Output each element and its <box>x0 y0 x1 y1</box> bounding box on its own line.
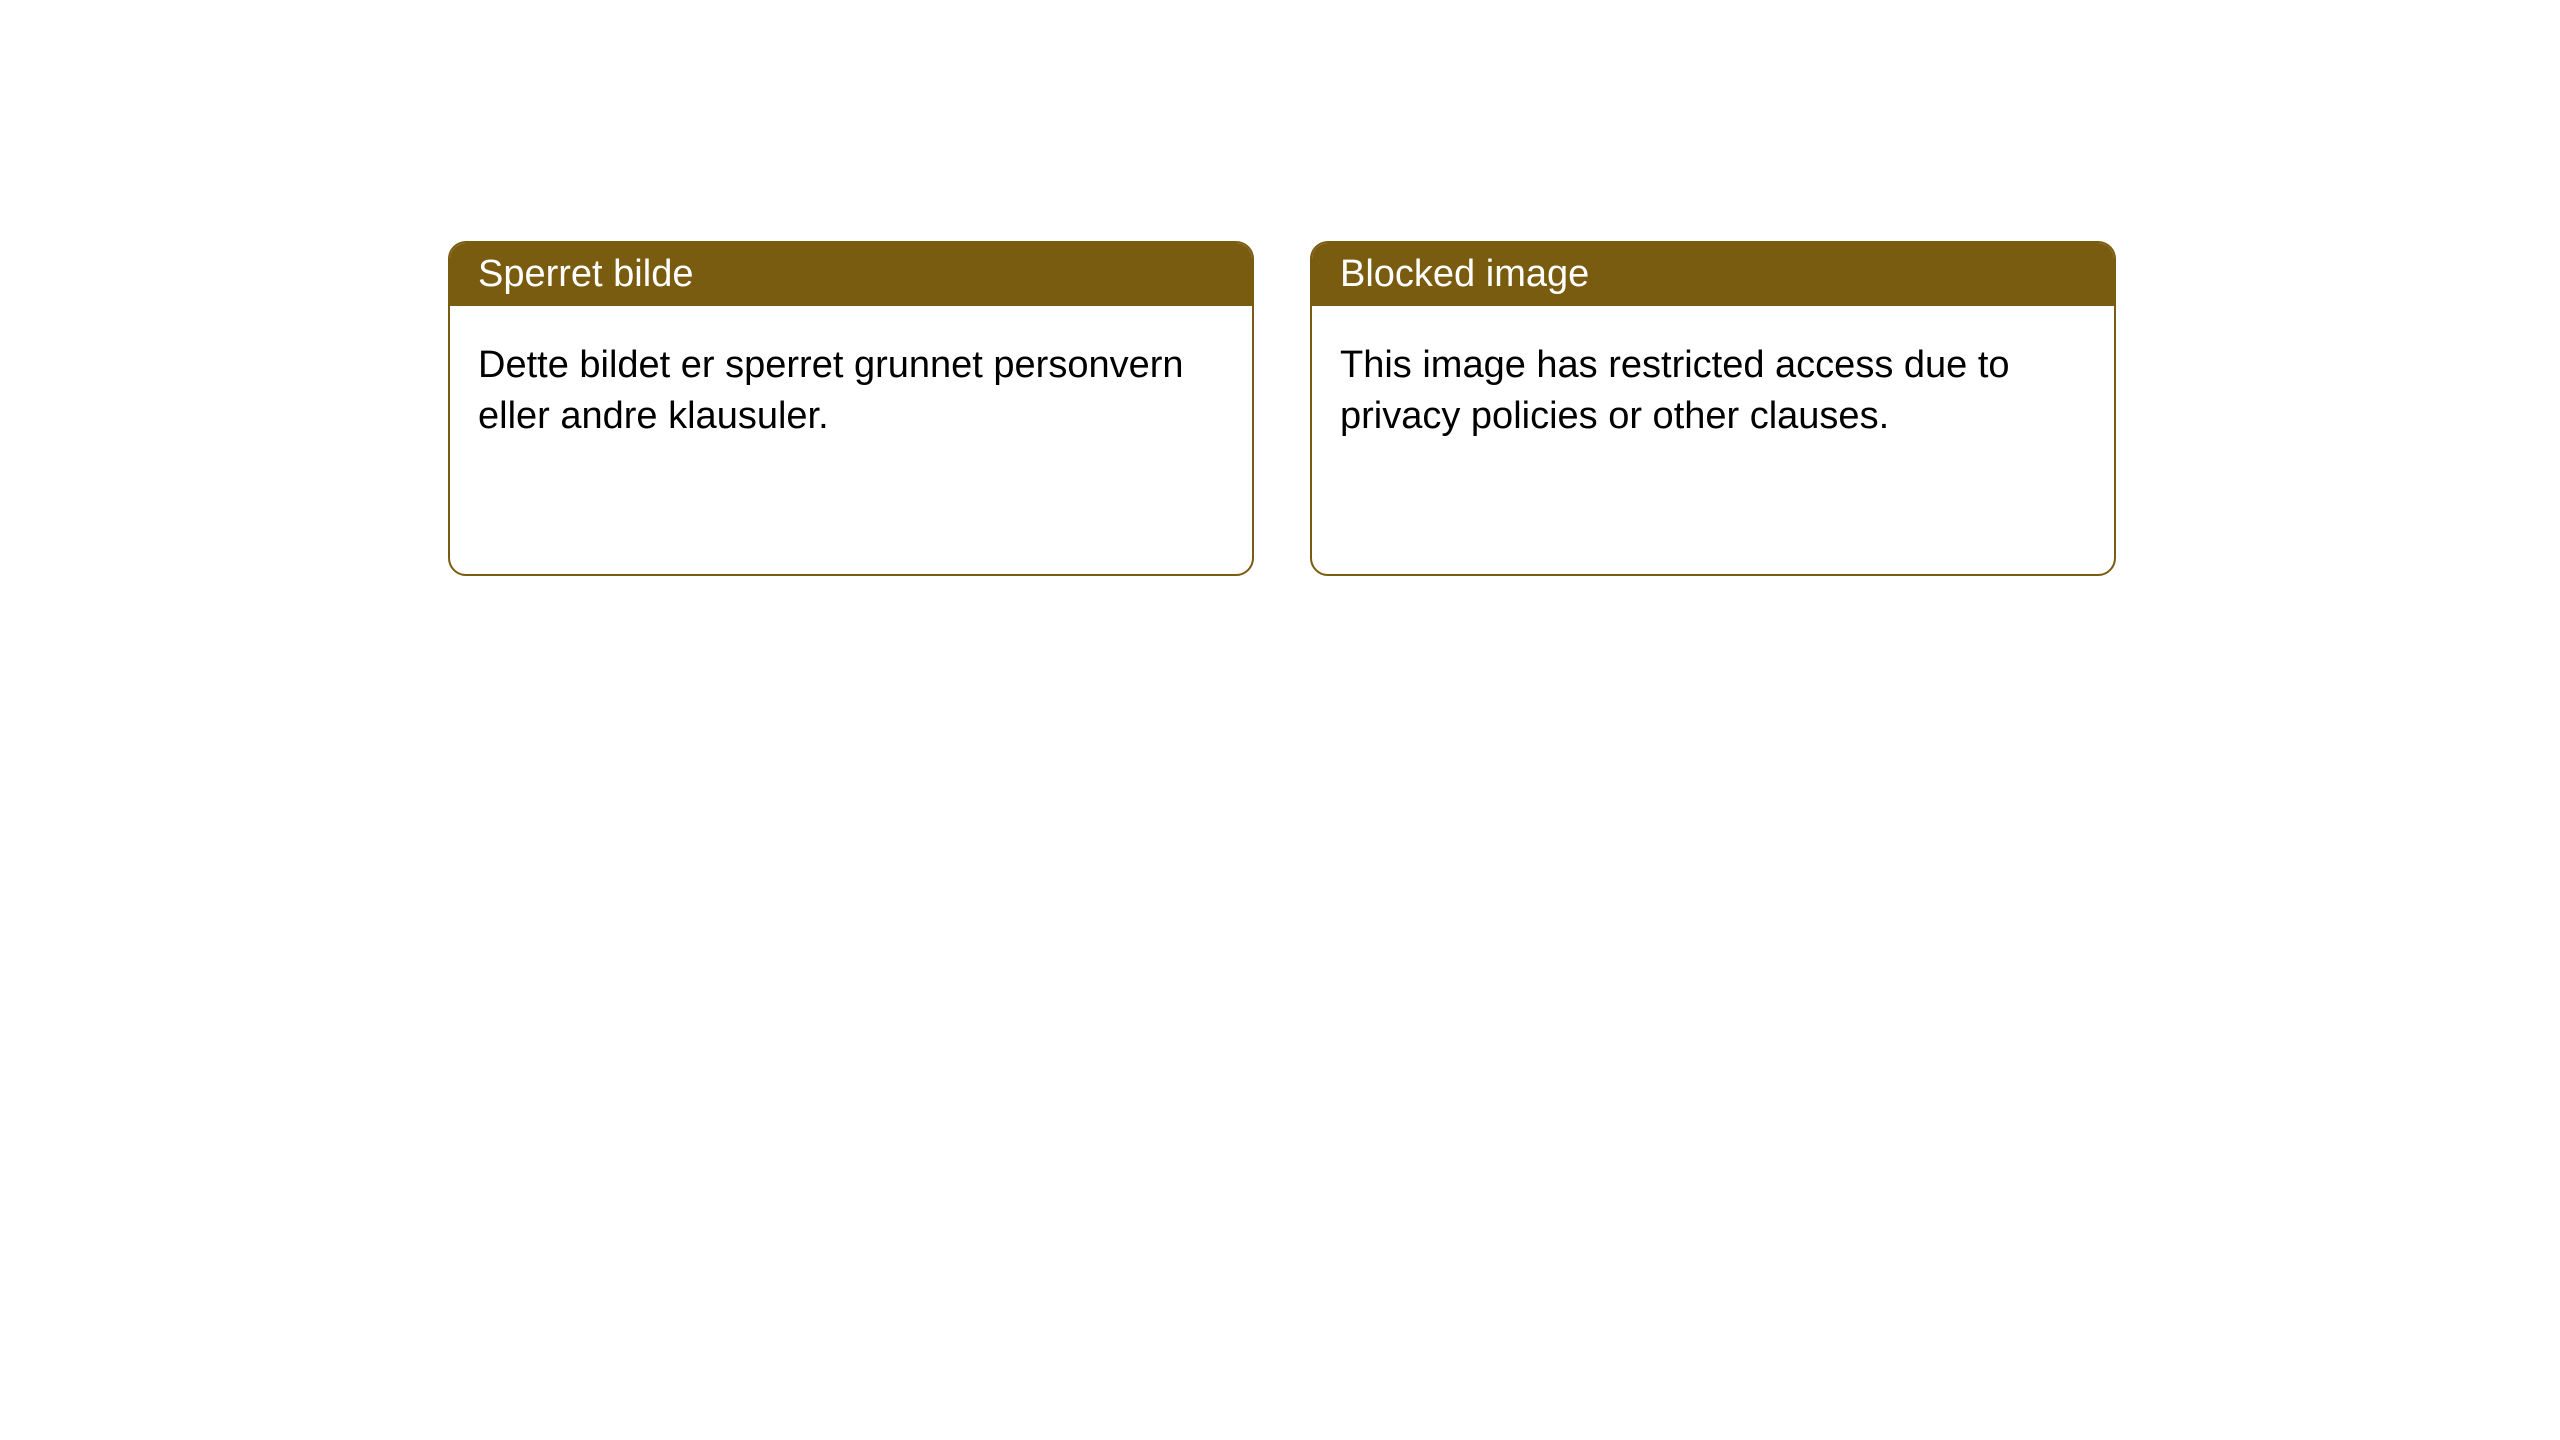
notice-container: Sperret bilde Dette bildet er sperret gr… <box>0 0 2560 576</box>
notice-body: This image has restricted access due to … <box>1312 306 2114 477</box>
notice-card-norwegian: Sperret bilde Dette bildet er sperret gr… <box>448 241 1254 576</box>
notice-body: Dette bildet er sperret grunnet personve… <box>450 306 1252 477</box>
notice-header: Blocked image <box>1312 243 2114 306</box>
notice-header: Sperret bilde <box>450 243 1252 306</box>
notice-card-english: Blocked image This image has restricted … <box>1310 241 2116 576</box>
